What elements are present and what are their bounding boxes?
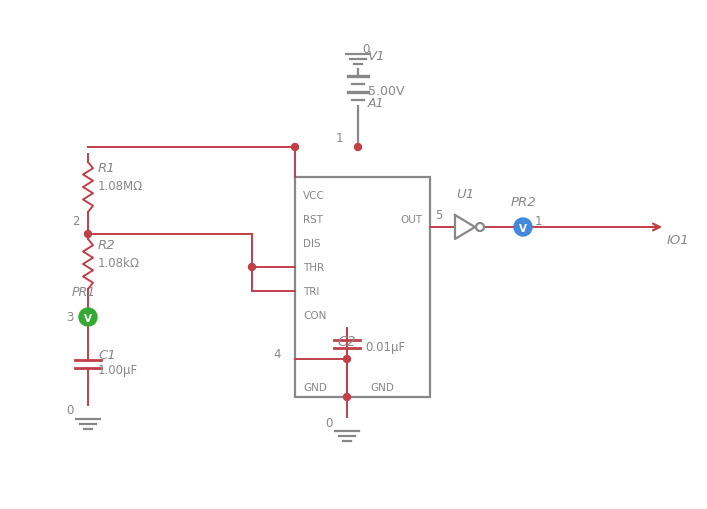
Circle shape	[248, 264, 255, 271]
Circle shape	[354, 144, 361, 151]
Circle shape	[79, 308, 97, 326]
Text: R1: R1	[98, 162, 116, 175]
Text: C1: C1	[98, 348, 116, 361]
Text: V: V	[84, 313, 92, 323]
Text: PR1: PR1	[72, 286, 96, 298]
Circle shape	[291, 144, 298, 151]
Text: 0: 0	[326, 416, 333, 429]
Text: 3: 3	[66, 310, 74, 323]
Text: DIS: DIS	[303, 239, 321, 248]
Circle shape	[344, 394, 351, 401]
Text: IO1: IO1	[667, 234, 689, 246]
Text: 2: 2	[73, 215, 80, 228]
Text: A1: A1	[368, 97, 385, 110]
Text: CON: CON	[303, 310, 327, 320]
Text: C2: C2	[338, 334, 356, 348]
Text: 1.08MΩ: 1.08MΩ	[98, 180, 144, 192]
Text: THR: THR	[303, 263, 324, 272]
Text: GND: GND	[370, 382, 394, 392]
Text: 0.01μF: 0.01μF	[365, 341, 405, 353]
Text: VCC: VCC	[303, 191, 325, 201]
Text: 4: 4	[274, 347, 281, 360]
Text: TRI: TRI	[303, 287, 320, 296]
Text: 1: 1	[336, 132, 344, 145]
Text: 1.00μF: 1.00μF	[98, 363, 138, 376]
Text: V1: V1	[368, 50, 385, 63]
Text: 1.08kΩ: 1.08kΩ	[98, 257, 140, 269]
Circle shape	[476, 223, 484, 232]
Text: GND: GND	[303, 382, 327, 392]
Text: U1: U1	[456, 188, 474, 201]
Text: 5: 5	[435, 209, 443, 221]
Text: OUT: OUT	[400, 215, 422, 224]
Bar	[295, 178, 430, 397]
Text: R2: R2	[98, 239, 116, 251]
Circle shape	[85, 231, 91, 238]
Text: PR2: PR2	[510, 195, 536, 209]
Text: 5.00V: 5.00V	[368, 85, 404, 98]
Text: 0: 0	[66, 403, 74, 416]
Circle shape	[344, 356, 351, 363]
Circle shape	[85, 315, 91, 320]
Text: RST: RST	[303, 215, 323, 224]
Text: 1: 1	[535, 215, 542, 228]
Circle shape	[514, 218, 532, 237]
Text: 0: 0	[362, 43, 369, 56]
Text: V: V	[519, 223, 527, 233]
